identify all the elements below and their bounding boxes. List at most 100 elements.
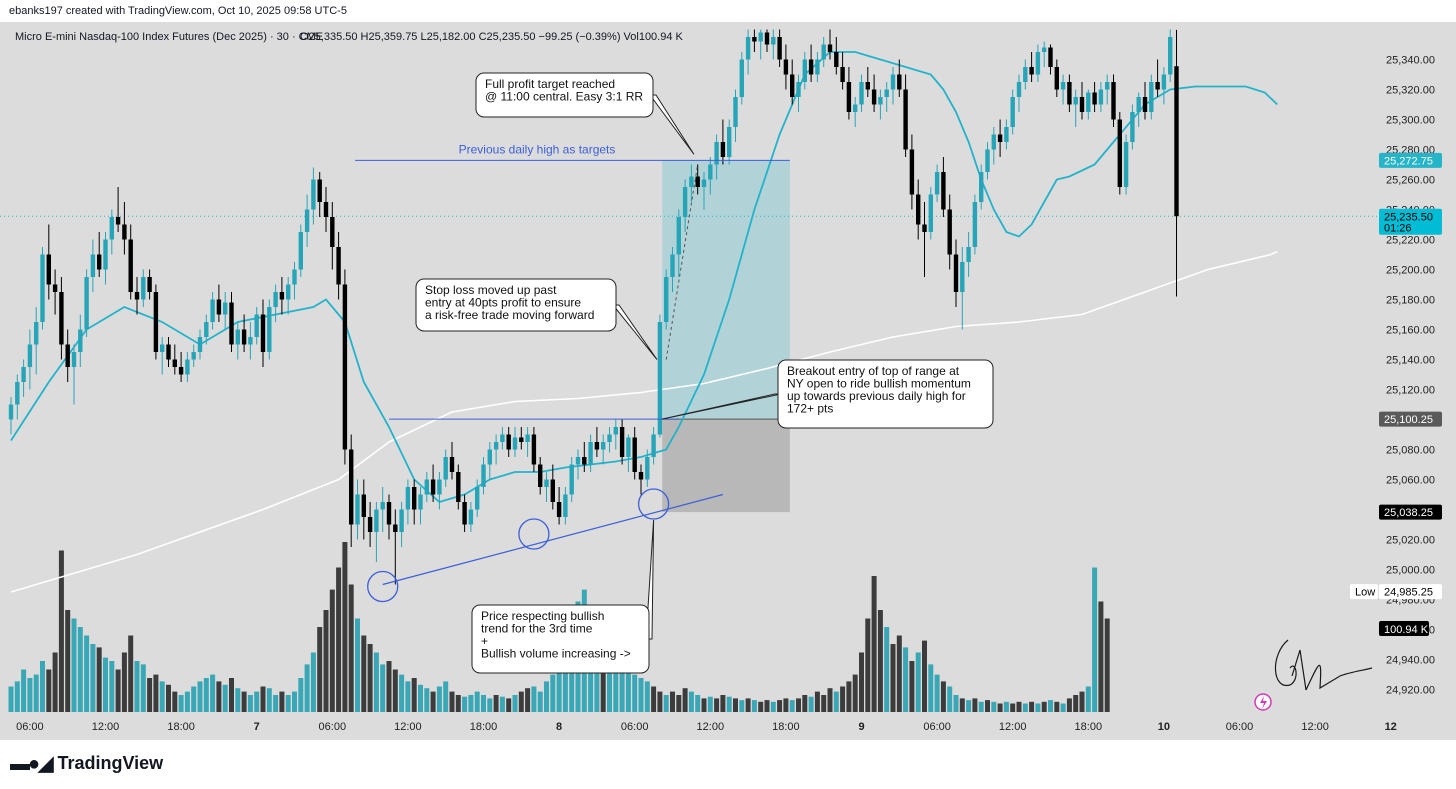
volume-bar	[260, 686, 266, 712]
volume-bar	[71, 618, 77, 712]
volume-bar	[758, 701, 764, 712]
candle	[418, 487, 423, 525]
candle	[286, 277, 291, 315]
volume-bar	[443, 681, 449, 712]
volume-bar	[304, 664, 310, 712]
volume-bar	[833, 691, 839, 712]
candle	[903, 74, 908, 157]
candle	[657, 314, 663, 438]
svg-text:up towards previous daily high: up towards previous daily high for	[787, 389, 966, 403]
time-tick-label: 7	[254, 721, 260, 733]
time-tick-label: 06:00	[319, 721, 347, 733]
candle	[248, 322, 253, 360]
time-tick-label: 06:00	[16, 721, 44, 733]
svg-text:Stop loss moved up past: Stop loss moved up past	[425, 283, 557, 297]
candle	[890, 67, 896, 105]
candle	[260, 299, 266, 367]
candle	[27, 329, 33, 390]
price-tick-label: 25,140.00	[1386, 355, 1435, 367]
time-tick-label: 8	[556, 721, 562, 733]
volume-bar	[619, 669, 625, 712]
volume-bar	[178, 695, 184, 712]
trade-zones	[662, 160, 790, 513]
stop-move-dash	[665, 164, 699, 360]
candle	[468, 502, 474, 532]
volume-bar	[273, 695, 279, 712]
volume-bar	[52, 652, 58, 712]
candle	[1149, 74, 1154, 120]
volume-bar	[695, 695, 701, 712]
candle	[103, 232, 108, 285]
svg-text:Price respecting bullish: Price respecting bullish	[481, 609, 604, 623]
candle	[884, 82, 889, 112]
candle	[273, 284, 278, 322]
candle	[298, 224, 303, 277]
price-tick-label: 25,120.00	[1386, 385, 1435, 397]
candle	[412, 479, 417, 525]
volume-bar	[506, 698, 512, 712]
volume-bar	[940, 681, 946, 712]
candle	[65, 329, 70, 382]
candle	[1054, 59, 1059, 97]
candle	[525, 427, 530, 457]
candle	[1105, 74, 1110, 105]
tradingview-logo-icon: ▬●◢	[10, 753, 53, 775]
volume-bar	[140, 664, 146, 712]
candle	[859, 74, 864, 112]
candle	[456, 464, 461, 510]
candle	[204, 314, 209, 345]
volume-bar	[298, 678, 304, 712]
svg-text:172+ pts: 172+ pts	[787, 402, 833, 416]
candle	[254, 307, 259, 345]
volume-bar	[1098, 601, 1104, 712]
candle	[355, 479, 360, 540]
previous-high-label: Previous daily high as targets	[459, 142, 616, 156]
candle	[979, 164, 984, 210]
candle	[519, 427, 524, 450]
time-tick-label: 18:00	[167, 721, 195, 733]
candle	[601, 434, 606, 465]
volume-bar	[613, 664, 619, 712]
volume-bar	[166, 684, 171, 712]
top-bar: ebanks197 created with TradingView.com, …	[0, 0, 1456, 22]
volume-bar	[777, 700, 783, 712]
candle	[714, 134, 719, 180]
ema-line	[10, 51, 1278, 504]
candle	[808, 44, 814, 82]
price-axis: 24,920.0024,940.0024,960.0024,980.0025,0…	[1350, 55, 1442, 697]
price-tick-label: 25,160.00	[1386, 325, 1435, 337]
candle	[34, 307, 39, 375]
volume-bar	[966, 700, 972, 712]
candles	[8, 29, 1179, 585]
candle	[840, 52, 845, 90]
volume-max-label: 100.94 K	[1379, 621, 1429, 636]
volume-bar	[392, 669, 398, 712]
candle	[443, 449, 448, 487]
alert-icon[interactable]	[1254, 693, 1272, 711]
candle	[367, 502, 373, 547]
candle	[8, 397, 14, 435]
time-tick-label: 12:00	[697, 721, 725, 733]
svg-text:Breakout entry of top of range: Breakout entry of top of range at	[787, 364, 960, 378]
trend-touch-circle	[518, 518, 550, 550]
volume-bar	[266, 688, 272, 712]
volume-bar	[537, 691, 543, 712]
candle	[588, 434, 593, 472]
volume-bar	[96, 647, 102, 712]
volume-bar	[1022, 703, 1028, 712]
volume-bar	[726, 696, 732, 712]
candle	[267, 299, 272, 360]
tradingview-logo[interactable]: ▬●◢ TradingView	[10, 751, 163, 776]
candle	[638, 464, 644, 495]
volume-bar	[449, 691, 455, 712]
volume-bar	[367, 644, 373, 712]
candle	[52, 269, 58, 315]
volume-bar	[751, 700, 757, 712]
candle	[342, 269, 348, 465]
candle	[292, 262, 297, 300]
price-tick-label: 25,180.00	[1386, 295, 1435, 307]
candle	[1111, 74, 1116, 127]
candle	[777, 29, 782, 67]
